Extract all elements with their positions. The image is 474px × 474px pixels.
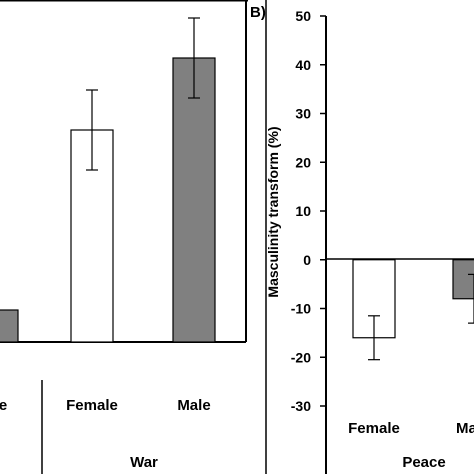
- panel-b-bar-1: [452, 259, 474, 300]
- panel-a-bar-0: [0, 309, 19, 343]
- panel-b: B) Masculinity transform (%) 50 40 30 20 10 0…: [250, 0, 474, 474]
- panel-b-tick-label-3: 20: [295, 154, 311, 170]
- panel-a-category-label-2: Male: [177, 397, 210, 414]
- panel-b-tick-label-7: -20: [291, 349, 311, 365]
- panel-a-bar-2: [172, 57, 216, 343]
- panel-b-tick-label-4: 10: [295, 203, 311, 219]
- panel-b-category-label-0: Female: [348, 420, 400, 437]
- panel-b-ticks: 50 40 30 20 10 0 -10 -20 -30: [291, 8, 326, 414]
- panel-b-tick-label-2: 30: [295, 106, 311, 122]
- panel-a-category-label-1: Female: [66, 397, 118, 414]
- panel-b-tick-label-1: 40: [295, 57, 311, 73]
- panel-a-group-label: War: [130, 454, 158, 471]
- panel-b-tick-label-0: 50: [295, 8, 311, 24]
- panel-a: e Female Male War: [0, 0, 248, 474]
- panel-b-category-label-1: Ma: [456, 420, 474, 437]
- panel-b-tick-label-6: -10: [291, 301, 311, 317]
- panel-b-y-axis-title: Masculinity transform (%): [265, 126, 281, 297]
- panel-b-tag: B): [250, 4, 266, 21]
- panel-b-group-label: Peace: [402, 454, 445, 471]
- panel-b-tick-label-8: -30: [291, 398, 311, 414]
- panel-a-bars: [0, 17, 216, 343]
- panel-b-bars: [352, 259, 474, 361]
- panel-b-tick-label-5: 0: [303, 252, 311, 268]
- panel-a-category-label-0: e: [0, 397, 7, 414]
